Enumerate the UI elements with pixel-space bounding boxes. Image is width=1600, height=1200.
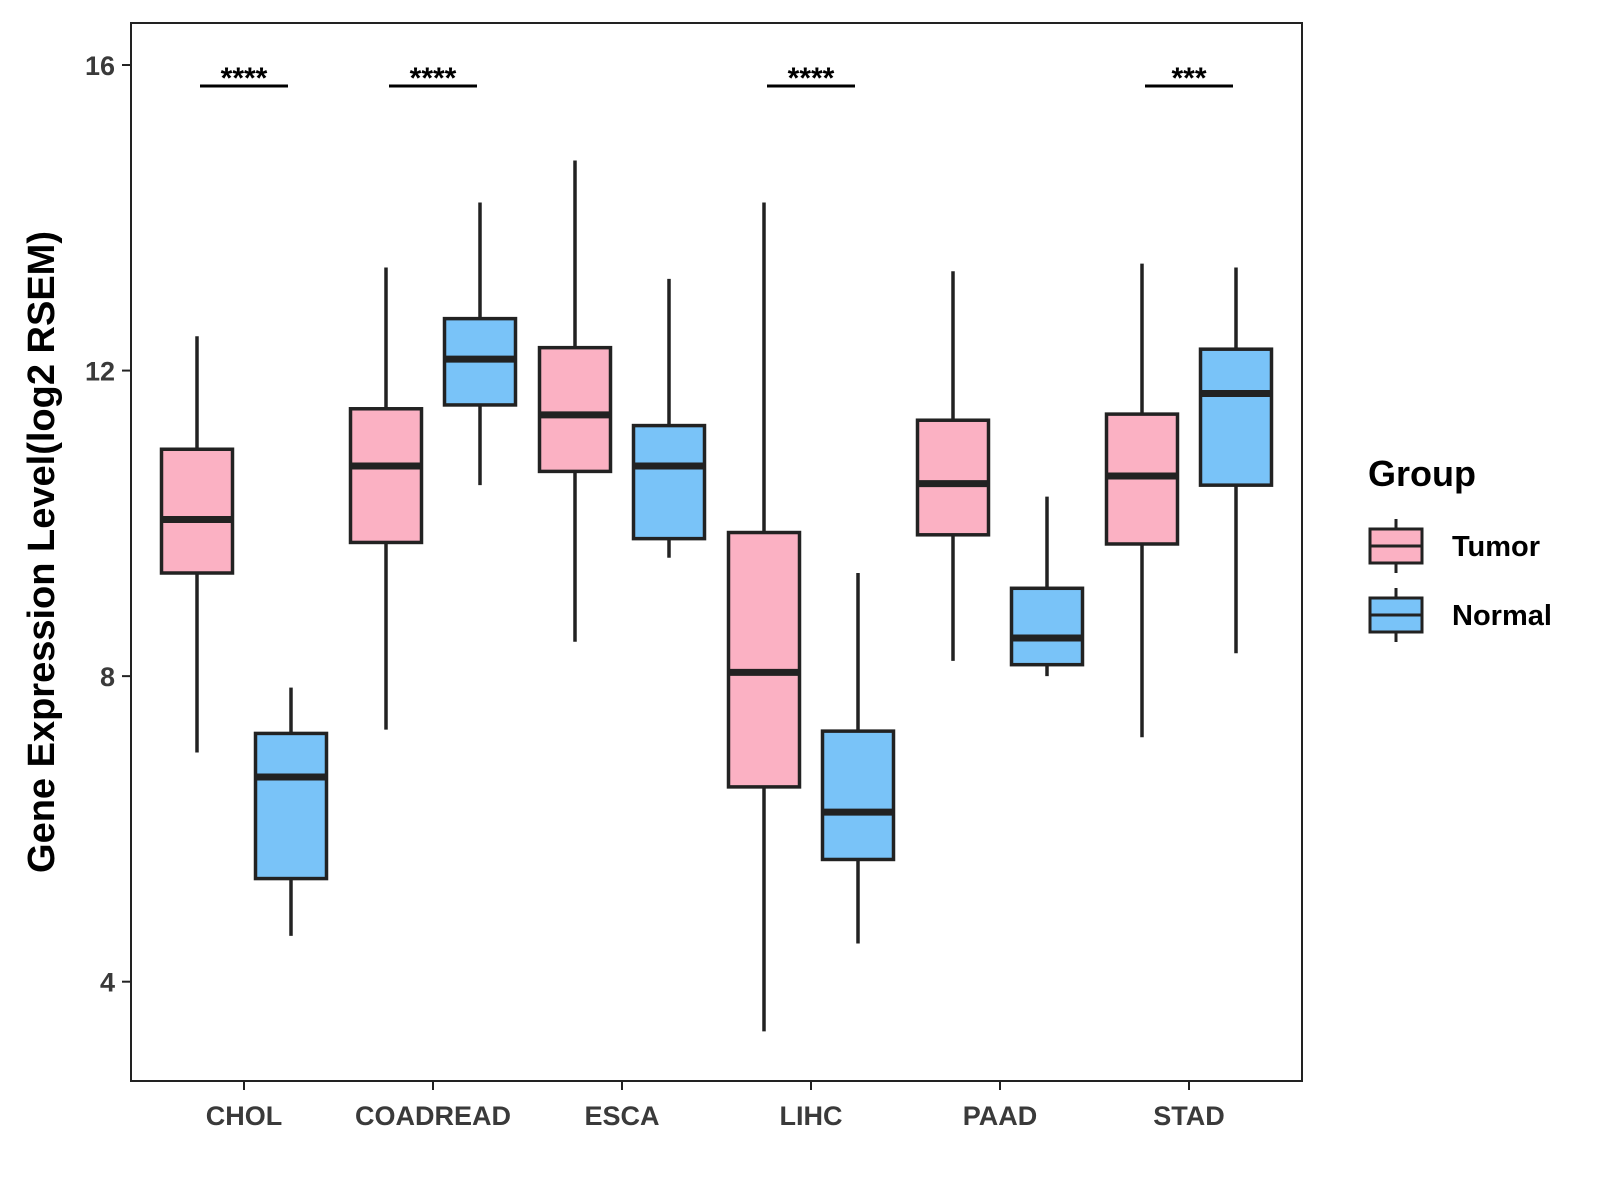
significance-label-stad: *** <box>1171 62 1206 95</box>
box-tumor-coadread <box>348 267 424 730</box>
x-tick-label-lihc: LIHC <box>780 1101 843 1131</box>
y-tick-label-4: 4 <box>100 968 115 998</box>
legend-item-tumor: Tumor <box>1368 519 1540 573</box>
box-iqr <box>1198 347 1274 487</box>
box-tumor-esca <box>537 160 613 642</box>
y-axis-title: Gene Expression Level(log2 RSEM) <box>21 231 63 873</box>
legend-label-normal: Normal <box>1452 600 1552 632</box>
axes: 4 8 12 16 CHOL COADREAD ESCA LIHC PAAD STAD Gene E… <box>21 22 1303 1131</box>
box-tumor-stad <box>1104 263 1180 738</box>
box-normal-chol <box>253 687 329 936</box>
box-iqr <box>631 423 707 541</box>
significance-label-coadread: **** <box>410 62 457 95</box>
significance-label-chol: **** <box>221 62 268 95</box>
box-tumor-paad <box>915 271 991 661</box>
box-normal-lihc <box>820 573 896 944</box>
x-tick-label-stad: STAD <box>1153 1101 1225 1131</box>
box-iqr <box>159 447 235 575</box>
x-tick-label-paad: PAAD <box>963 1101 1038 1131</box>
box-iqr <box>348 407 424 545</box>
plot-panel-border <box>130 22 1303 1082</box>
plot-area: **** **** **** *** <box>159 62 1274 1032</box>
box-iqr <box>253 731 329 881</box>
box-iqr <box>537 345 613 474</box>
x-tick-label-coadread: COADREAD <box>355 1101 511 1131</box>
box-iqr <box>820 729 896 862</box>
y-tick-label-8: 8 <box>100 662 115 692</box>
box-iqr <box>726 530 802 789</box>
legend-item-normal: Normal <box>1368 588 1552 642</box>
x-tick-label-esca: ESCA <box>584 1101 659 1131</box>
box-tumor-chol <box>159 336 235 753</box>
box-iqr <box>1009 586 1085 667</box>
y-tick-label-12: 12 <box>85 357 115 387</box>
x-tick-label-chol: CHOL <box>206 1101 283 1131</box>
legend-title: Group <box>1368 453 1476 494</box>
box-tumor-lihc <box>726 202 802 1032</box>
box-iqr <box>915 418 991 537</box>
box-normal-coadread <box>442 202 518 486</box>
legend: Group Tumor Normal <box>1368 453 1552 642</box>
box-normal-paad <box>1009 496 1085 677</box>
box-normal-esca <box>631 278 707 558</box>
box-normal-stad <box>1198 267 1274 654</box>
y-tick-label-16: 16 <box>85 51 115 81</box>
significance-label-lihc: **** <box>788 62 835 95</box>
legend-label-tumor: Tumor <box>1452 531 1540 563</box>
